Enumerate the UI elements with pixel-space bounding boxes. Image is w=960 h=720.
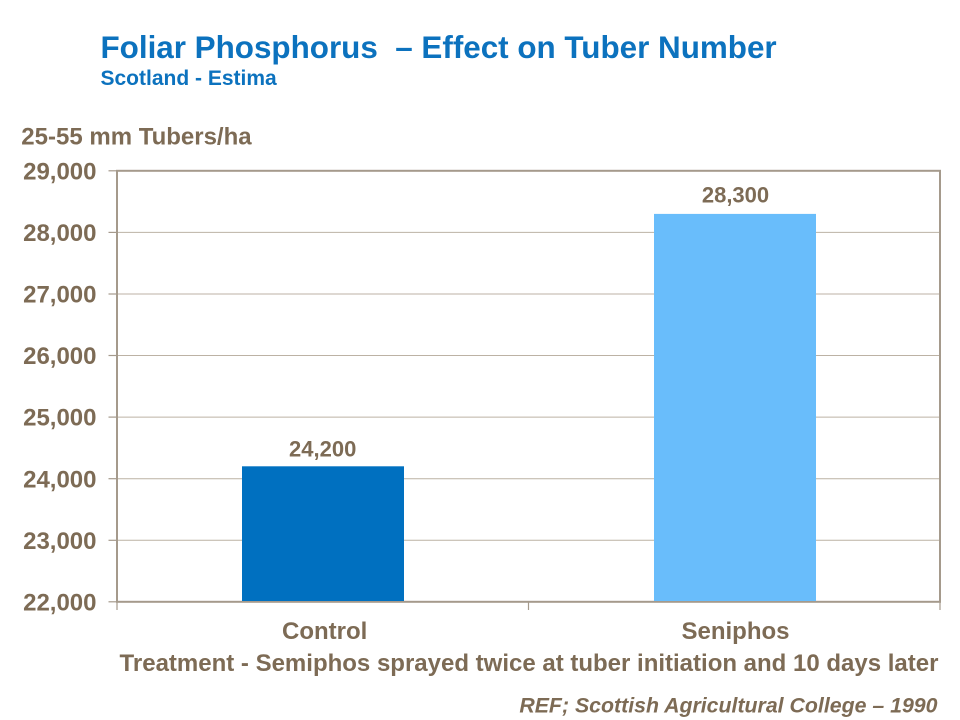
svg-text:REF; Scottish Agricultural Col: REF; Scottish Agricultural College – 199… bbox=[519, 694, 937, 718]
svg-text:24,200: 24,200 bbox=[289, 437, 356, 462]
svg-text:Foliar Phosphorus – Effect on: Foliar Phosphorus – Effect on Tuber Numb… bbox=[101, 30, 777, 65]
svg-text:24,000: 24,000 bbox=[23, 466, 96, 493]
svg-text:25-55 mm Tubers/ha: 25-55 mm Tubers/ha bbox=[21, 124, 252, 151]
svg-text:26,000: 26,000 bbox=[23, 343, 96, 370]
svg-text:Control: Control bbox=[282, 618, 367, 645]
svg-text:Seniphos: Seniphos bbox=[681, 618, 789, 645]
svg-text:Scotland - Estima: Scotland - Estima bbox=[101, 67, 278, 90]
svg-text:22,000: 22,000 bbox=[23, 589, 96, 616]
svg-text:Treatment - Semiphos sprayed t: Treatment - Semiphos sprayed twice at tu… bbox=[120, 650, 939, 677]
svg-text:23,000: 23,000 bbox=[23, 528, 96, 555]
svg-text:28,300: 28,300 bbox=[702, 183, 769, 208]
svg-text:29,000: 29,000 bbox=[23, 158, 96, 185]
svg-text:27,000: 27,000 bbox=[23, 282, 96, 309]
svg-text:25,000: 25,000 bbox=[23, 405, 96, 432]
svg-text:28,000: 28,000 bbox=[23, 220, 96, 247]
